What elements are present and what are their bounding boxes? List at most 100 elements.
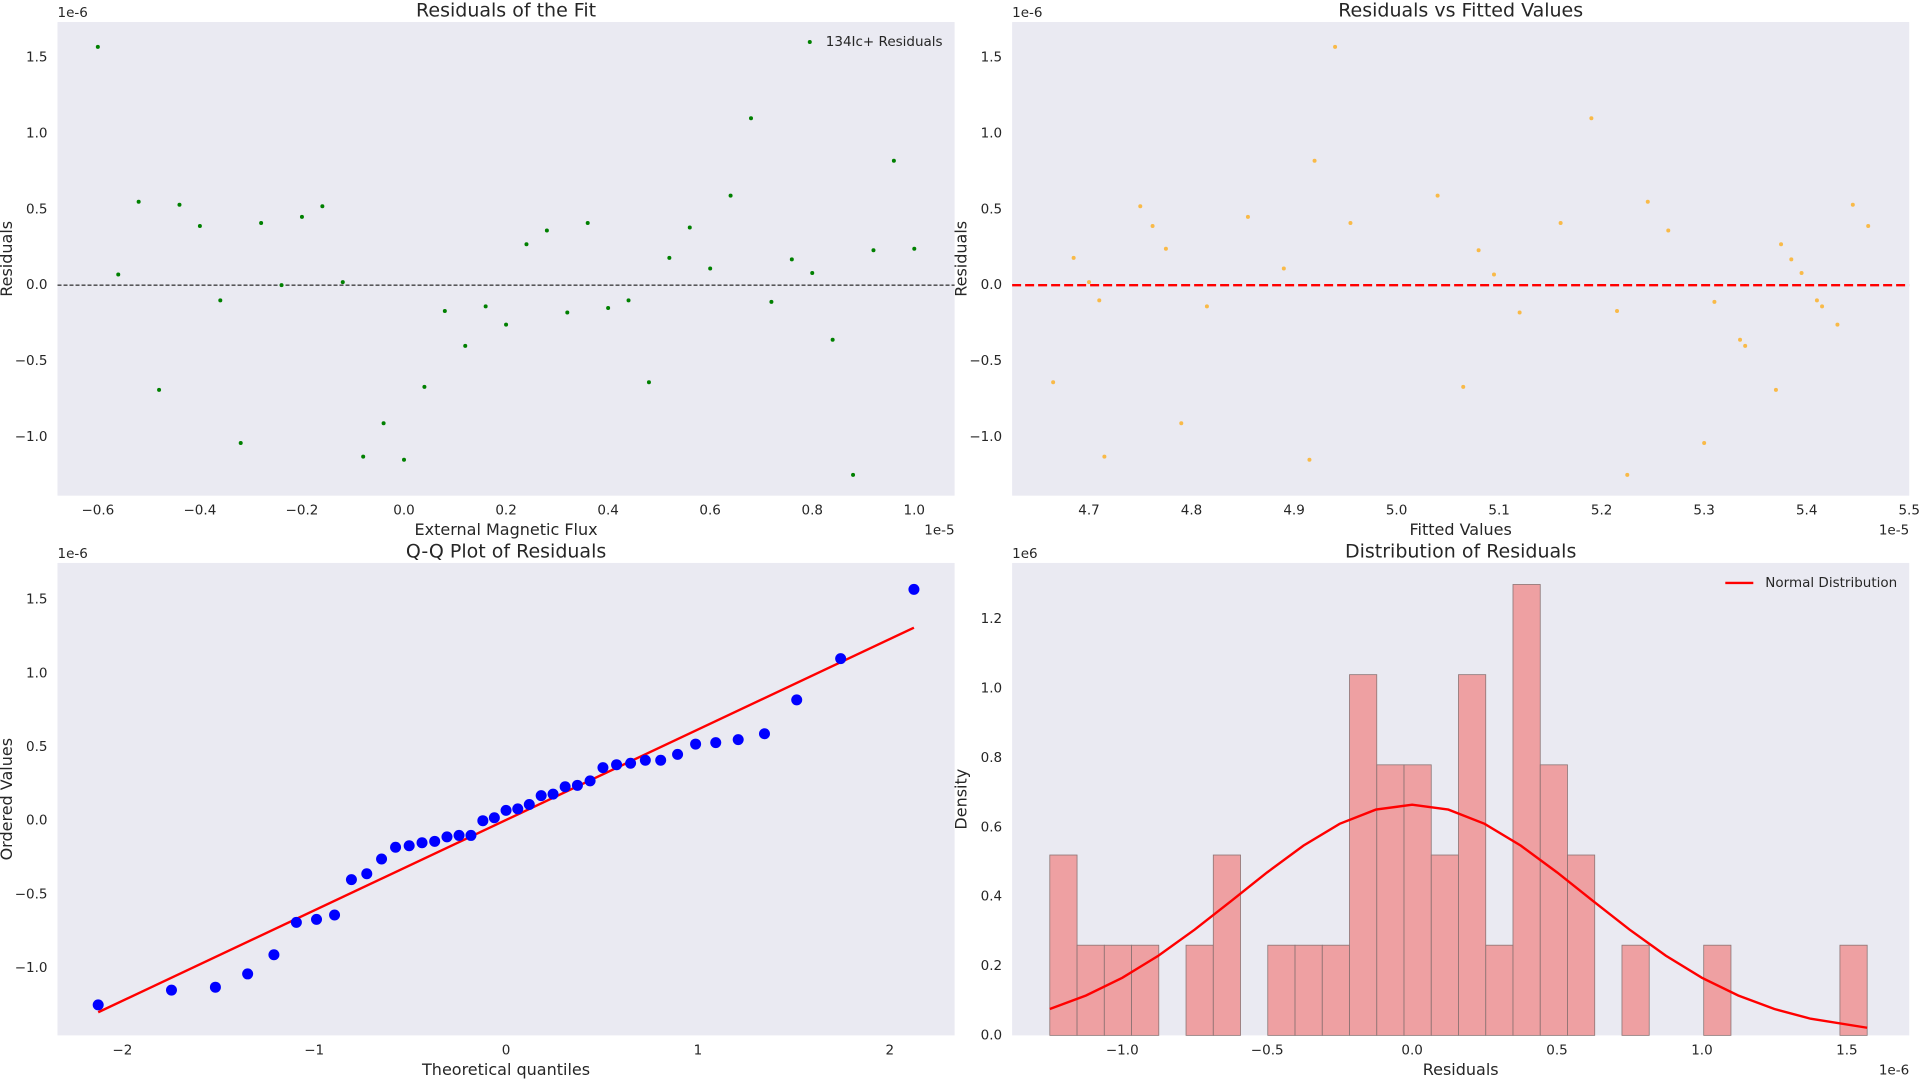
bar bbox=[1321, 944, 1350, 1036]
point bbox=[1435, 193, 1440, 198]
subplot: Residuals vs Fitted Values Fitted Values R… bbox=[952, 0, 1919, 539]
point bbox=[116, 272, 121, 277]
point bbox=[1799, 271, 1804, 276]
point bbox=[477, 815, 489, 827]
point bbox=[488, 812, 500, 824]
point bbox=[667, 255, 672, 260]
point bbox=[157, 387, 162, 392]
y-offset-text: 1e6 bbox=[1012, 546, 1037, 562]
bar bbox=[1512, 584, 1541, 1036]
x-tick-label: −1 bbox=[304, 1042, 324, 1058]
legend-label: 134Ic+ Residuals bbox=[826, 34, 943, 50]
bar bbox=[1294, 944, 1323, 1036]
point bbox=[912, 246, 917, 251]
x-tick-label: 5.3 bbox=[1693, 503, 1714, 519]
subplot: Residuals of the Fit External Magnetic Fl… bbox=[0, 0, 955, 539]
x-tick-label: 0.0 bbox=[393, 503, 414, 519]
point bbox=[441, 831, 453, 843]
point bbox=[1476, 248, 1481, 253]
bar bbox=[1839, 944, 1868, 1036]
y-tick-label: 0.2 bbox=[981, 958, 1002, 974]
point bbox=[1625, 472, 1630, 477]
point bbox=[376, 853, 388, 865]
point bbox=[871, 248, 876, 253]
x-axis-label: Theoretical quantiles bbox=[421, 1060, 590, 1079]
point bbox=[1204, 304, 1209, 309]
y-tick-label: 1.0 bbox=[981, 681, 1002, 697]
point bbox=[571, 779, 583, 791]
point bbox=[690, 738, 702, 750]
point bbox=[1491, 272, 1496, 277]
point bbox=[835, 653, 847, 665]
bar bbox=[1131, 944, 1160, 1036]
line bbox=[1049, 803, 1868, 1029]
point bbox=[381, 421, 386, 426]
x-tick-label: 0.8 bbox=[801, 503, 822, 519]
bar bbox=[1076, 944, 1105, 1036]
point bbox=[361, 868, 373, 880]
point bbox=[559, 781, 571, 793]
point bbox=[463, 343, 468, 348]
point bbox=[1773, 387, 1778, 392]
y-offset-text: 1e-6 bbox=[1012, 5, 1042, 21]
x-tick-label: 1 bbox=[694, 1042, 703, 1058]
x-tick-label: 0.5 bbox=[1546, 1042, 1567, 1058]
subplot: Distribution of Residuals Residuals Densit… bbox=[952, 540, 1910, 1079]
point bbox=[268, 949, 280, 961]
point bbox=[1702, 441, 1707, 446]
y-axis-label: Residuals bbox=[952, 221, 971, 297]
point bbox=[639, 754, 651, 766]
point bbox=[1645, 199, 1650, 204]
plot-area bbox=[1012, 22, 1910, 496]
plot-area bbox=[57, 562, 955, 1036]
y-tick-label: −1.0 bbox=[15, 960, 48, 976]
subplot-title: Residuals vs Fitted Values bbox=[1338, 0, 1583, 22]
point bbox=[758, 728, 770, 740]
y-tick-label: −0.5 bbox=[15, 886, 48, 902]
y-tick-label: 1.5 bbox=[981, 50, 1002, 66]
y-tick-label: 0.8 bbox=[981, 750, 1002, 766]
point bbox=[299, 214, 304, 219]
point bbox=[1738, 337, 1743, 342]
point bbox=[165, 984, 177, 996]
point bbox=[1558, 220, 1563, 225]
bar bbox=[1349, 674, 1378, 1036]
point bbox=[544, 228, 549, 233]
point bbox=[465, 829, 477, 841]
x-axis-label: Fitted Values bbox=[1409, 520, 1511, 539]
point bbox=[1051, 380, 1056, 385]
y-tick-label: −1.0 bbox=[15, 429, 48, 445]
y-tick-label: 1.0 bbox=[26, 665, 47, 681]
point bbox=[279, 283, 284, 288]
point bbox=[851, 472, 856, 477]
point bbox=[728, 193, 733, 198]
y-tick-label: 0.4 bbox=[981, 889, 1002, 905]
bar bbox=[1267, 944, 1296, 1036]
x-tick-label: −0.4 bbox=[184, 503, 217, 519]
x-tick-label: 4.9 bbox=[1283, 503, 1304, 519]
point bbox=[584, 775, 596, 787]
x-offset-text: 1e-5 bbox=[924, 523, 954, 539]
x-tick-label: 1.5 bbox=[1836, 1042, 1857, 1058]
point bbox=[1820, 304, 1825, 309]
point bbox=[1071, 255, 1076, 260]
bar bbox=[1539, 764, 1568, 1036]
point bbox=[1348, 220, 1353, 225]
point bbox=[483, 304, 488, 309]
point bbox=[524, 242, 529, 247]
bar bbox=[1212, 854, 1241, 1036]
point bbox=[1835, 322, 1840, 327]
point bbox=[422, 384, 427, 389]
point bbox=[259, 220, 264, 225]
y-axis-label: Density bbox=[952, 769, 971, 830]
x-tick-label: 0 bbox=[502, 1042, 511, 1058]
point bbox=[95, 44, 100, 49]
subplot-title: Q-Q Plot of Residuals bbox=[406, 540, 606, 562]
point bbox=[749, 116, 754, 121]
point bbox=[1150, 223, 1155, 228]
x-tick-label: −1.0 bbox=[1106, 1042, 1139, 1058]
bar bbox=[1621, 944, 1650, 1036]
point bbox=[1589, 116, 1594, 121]
point bbox=[1138, 204, 1143, 209]
x-tick-label: −0.2 bbox=[286, 503, 319, 519]
